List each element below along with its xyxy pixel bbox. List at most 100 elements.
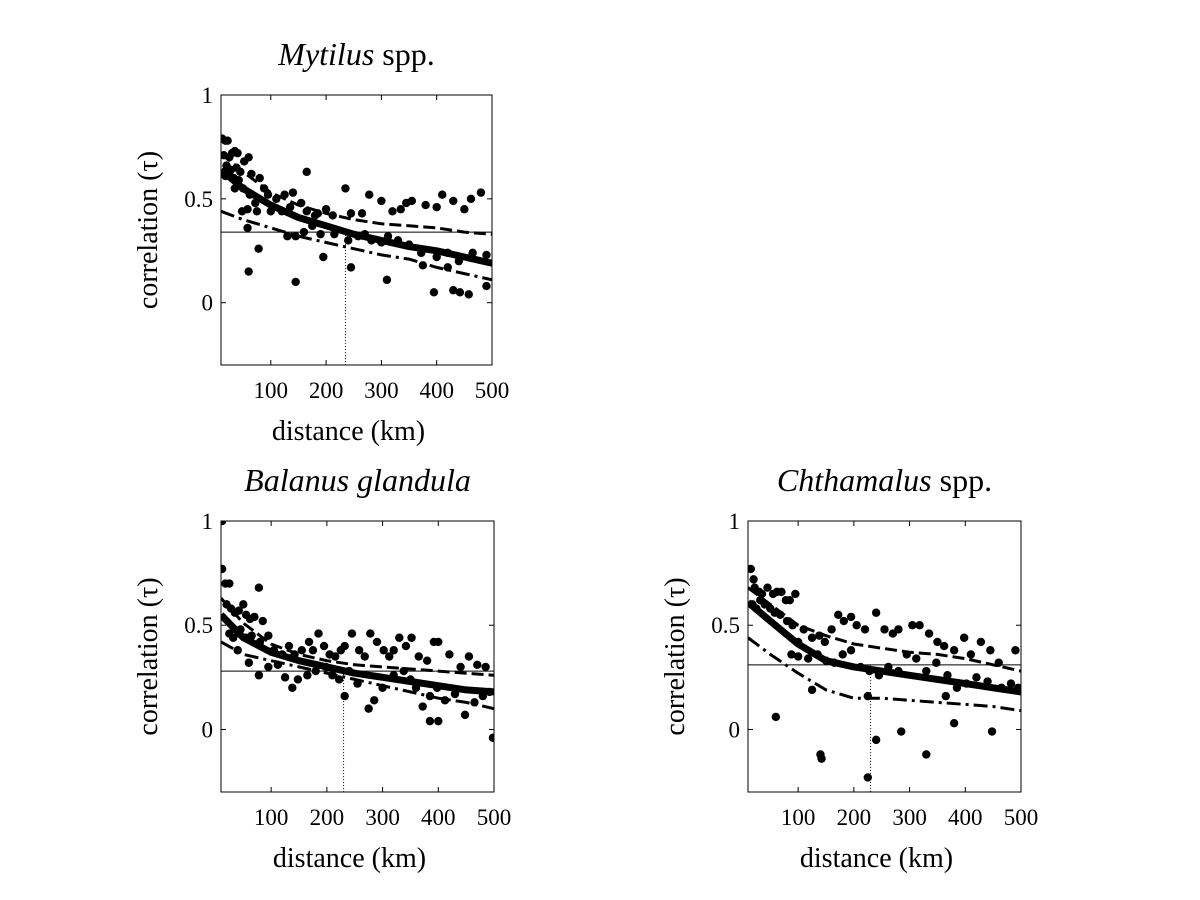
data-point (1011, 646, 1020, 655)
data-point (966, 650, 976, 659)
data-point (418, 702, 427, 711)
data-point (396, 205, 405, 214)
data-point (871, 608, 881, 617)
data-point (777, 587, 786, 597)
data-point (255, 173, 264, 183)
data-point (432, 202, 441, 212)
data-point (291, 232, 300, 241)
data-point (803, 654, 813, 663)
data-point (372, 637, 382, 647)
data-point (388, 207, 397, 216)
data-point (344, 236, 353, 245)
data-point (302, 167, 311, 177)
data-point (912, 654, 921, 663)
x-tick-label: 100 (254, 805, 289, 830)
data-point (258, 616, 267, 626)
x-tick-label: 100 (254, 378, 289, 403)
data-point (244, 267, 253, 276)
y-tick-label: 0 (202, 717, 214, 742)
data-point (221, 564, 227, 574)
x-tick-label: 400 (421, 805, 456, 830)
plot-area (221, 134, 492, 365)
data-point (464, 652, 474, 661)
panel-mytilus: 100 200 300 400 500 0 0.5 1 distance (km) correla… (133, 36, 509, 447)
data-point (922, 666, 931, 676)
data-point (341, 184, 350, 193)
data-point (244, 153, 253, 162)
data-point (288, 188, 298, 197)
data-point (365, 190, 374, 199)
data-point (987, 727, 997, 736)
data-point (291, 277, 300, 287)
data-point (763, 583, 772, 592)
data-point (466, 194, 476, 204)
data-point (846, 646, 856, 655)
x-tick-label: 500 (477, 805, 512, 830)
data-point (243, 205, 252, 214)
data-point (250, 612, 259, 622)
data-point (932, 658, 941, 667)
data-point (225, 579, 234, 588)
data-point (234, 606, 244, 615)
data-point (827, 625, 836, 634)
data-point (455, 288, 465, 297)
data-point (897, 727, 906, 736)
series-dashed-lower-line (221, 209, 492, 282)
data-point (288, 683, 297, 692)
data-point (334, 675, 344, 684)
data-point (407, 633, 416, 642)
data-point (389, 646, 398, 655)
data-point (223, 136, 232, 145)
data-point (429, 288, 439, 297)
data-point (264, 662, 273, 672)
series-thick-solid-line (221, 612, 494, 696)
data-point (254, 671, 264, 680)
data-point (221, 521, 227, 526)
x-tick-label: 200 (837, 805, 872, 830)
data-point (379, 646, 388, 655)
y-axis-label: correlation (τ) (133, 577, 164, 735)
x-tick-label: 200 (309, 378, 344, 403)
data-point (949, 719, 959, 728)
data-point (476, 188, 486, 197)
data-point (481, 662, 490, 672)
data-point (297, 646, 306, 655)
x-axis-label: distance (km) (800, 843, 953, 874)
data-point (1006, 679, 1016, 688)
chart-title: Mytilus spp. (277, 36, 434, 72)
data-point (771, 712, 781, 722)
x-tick-label: 500 (1004, 805, 1039, 830)
data-point (449, 286, 458, 295)
data-point (972, 673, 981, 682)
data-point (785, 596, 794, 605)
y-tick-label: 0 (202, 291, 214, 316)
data-point (252, 207, 262, 216)
data-point (319, 641, 329, 651)
x-tick-label: 200 (310, 805, 345, 830)
data-point (316, 229, 325, 239)
chart-title: Balanus glandula (244, 462, 471, 498)
data-point (880, 625, 889, 634)
data-point (791, 589, 800, 599)
data-point (432, 252, 441, 262)
data-point (787, 650, 796, 659)
data-point (482, 281, 491, 291)
data-point (284, 641, 294, 651)
data-point (894, 625, 903, 634)
plot-area (221, 521, 494, 792)
data-point (382, 275, 392, 285)
data-point (852, 621, 861, 630)
y-tick-label: 0.5 (711, 613, 740, 638)
data-point (986, 646, 995, 655)
y-tick-label: 0.5 (184, 187, 213, 212)
y-axis-label: correlation (τ) (133, 151, 164, 309)
data-point (299, 227, 309, 237)
data-point (839, 616, 849, 626)
data-point (846, 612, 856, 622)
data-point (293, 675, 303, 684)
data-point (748, 564, 755, 574)
x-tick-label: 400 (948, 805, 983, 830)
data-point (377, 196, 386, 206)
data-point (438, 190, 447, 199)
